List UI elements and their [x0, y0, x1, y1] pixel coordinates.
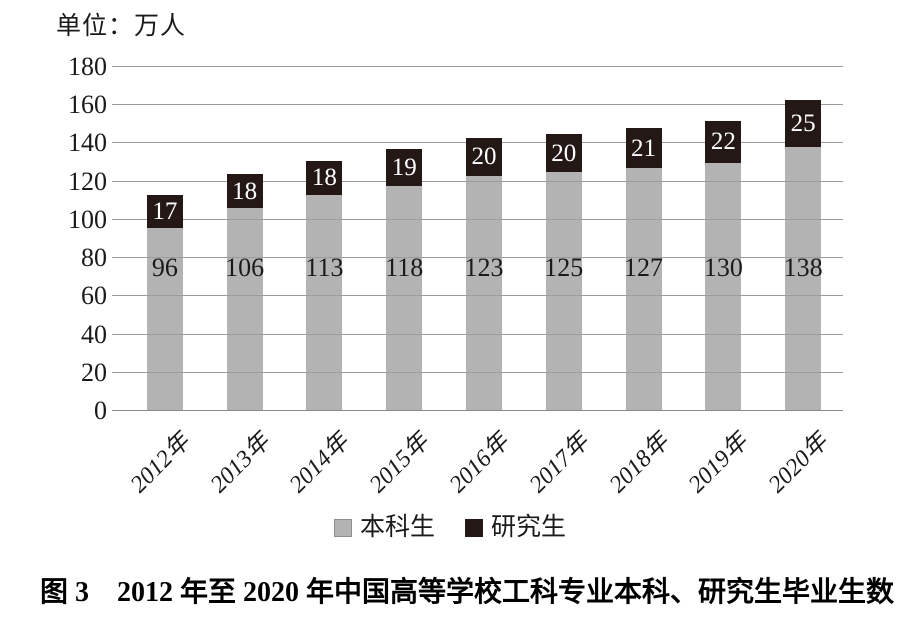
bar-value-label-undergraduates-2012: 96	[151, 253, 178, 282]
bar-segment-undergraduates-2014	[306, 195, 343, 411]
legend-swatch-graduates	[465, 518, 483, 537]
x-axis-label-2016: 2016年	[444, 428, 515, 498]
y-axis-tick-label-0: 0	[94, 396, 107, 425]
x-axis-label-2013: 2013年	[205, 428, 275, 498]
y-axis-tick-label-180: 180	[68, 52, 107, 81]
bar-segment-undergraduates-2015	[386, 185, 423, 411]
x-axis-line	[112, 410, 843, 411]
bar-value-label-undergraduates-2019: 130	[703, 253, 743, 282]
bar-group-2016: 20 123 2016年	[444, 67, 524, 498]
gridline-120	[112, 180, 843, 182]
bar-segment-graduates-2016: 20	[465, 137, 502, 176]
bar-value-label-graduates-2015: 19	[391, 153, 417, 181]
bar-segment-undergraduates-2019	[705, 162, 742, 411]
bar-segment-undergraduates-2016	[465, 175, 502, 411]
bar-value-label-graduates-2012: 17	[152, 197, 178, 225]
y-axis-tick-label-100: 100	[68, 204, 107, 234]
bar-segment-graduates-2018: 21	[625, 128, 662, 169]
bar-segment-graduates-2014: 18	[306, 160, 343, 196]
bar-value-label-undergraduates-2015: 118	[385, 253, 424, 282]
bar-value-label-undergraduates-2017: 125	[544, 253, 584, 282]
gridline-180	[112, 66, 843, 67]
bar-segment-undergraduates-2018	[625, 168, 662, 411]
x-axis-label-2018: 2018年	[604, 428, 674, 498]
bar-group-2013: 18 106 2013年	[205, 67, 285, 498]
bar-group-2017: 20 125 2017年	[524, 67, 604, 498]
y-axis-tick-label-160: 160	[68, 90, 107, 120]
bar-segment-undergraduates-2020	[785, 147, 822, 411]
y-axis-tick-label-80: 80	[81, 243, 107, 273]
plot-area: 0 20 40 60 80 100 120 140 160 180 17 96 2012年 18 106 20…	[68, 54, 843, 498]
bar-value-label-graduates-2014: 18	[311, 164, 337, 192]
bar-segment-graduates-2013: 18	[226, 174, 263, 209]
bar-segment-graduates-2019: 22	[705, 120, 742, 163]
bar-segment-graduates-2020: 25	[785, 99, 822, 148]
bar-group-2019: 22 130 2019年	[683, 67, 763, 498]
bar-value-label-graduates-2013: 18	[232, 177, 258, 205]
bar-segment-graduates-2015: 19	[386, 149, 423, 186]
y-axis-tick-label-60: 60	[81, 281, 107, 311]
legend-label-undergraduates: 本科生	[359, 514, 435, 541]
gridline-160	[112, 104, 843, 106]
y-axis-unit-label: 单位：万人	[56, 13, 187, 40]
bar-group-2014: 18 113 2014年	[285, 67, 365, 498]
bar-segment-undergraduates-2017	[545, 172, 582, 411]
bar-value-label-graduates-2018: 21	[631, 134, 657, 162]
x-axis-label-2019: 2019年	[684, 428, 754, 498]
legend-label-graduates: 研究生	[491, 514, 567, 541]
bar-value-label-undergraduates-2013: 106	[225, 253, 265, 282]
gridline-100	[112, 218, 843, 220]
bar-value-label-undergraduates-2016: 123	[464, 253, 504, 282]
bar-value-label-undergraduates-2018: 127	[624, 253, 664, 282]
x-axis-label-2020: 2020年	[763, 428, 834, 498]
x-axis-label-2015: 2015年	[364, 428, 435, 498]
bar-value-label-graduates-2019: 22	[710, 128, 736, 156]
y-axis-tick-label-40: 40	[81, 319, 107, 349]
bar-group-2015: 19 118 2015年	[364, 67, 444, 498]
bar-value-label-graduates-2016: 20	[471, 143, 497, 171]
y-axis-tick-label-120: 120	[68, 166, 107, 196]
bar-group-2018: 21 127 2018年	[604, 67, 684, 498]
x-axis-label-2017: 2017年	[524, 428, 594, 498]
bar-value-label-graduates-2017: 20	[551, 139, 577, 167]
bar-group-2020: 25 138 2020年	[763, 67, 843, 498]
bar-value-label-graduates-2020: 25	[790, 109, 816, 137]
x-axis-label-2014: 2014年	[285, 428, 355, 498]
legend-swatch-undergraduates	[333, 518, 352, 537]
y-axis-tick-label-140: 140	[68, 128, 107, 158]
bar-group-2012: 17 96 2012年	[125, 67, 205, 498]
legend-item-undergraduates: 本科生	[333, 514, 435, 541]
gridline-80	[112, 257, 843, 259]
bar-value-label-undergraduates-2014: 113	[305, 253, 344, 282]
gridline-20	[112, 371, 843, 373]
bar-value-label-undergraduates-2020: 138	[783, 253, 823, 282]
gridline-40	[112, 333, 843, 335]
bar-segment-graduates-2012: 17	[146, 195, 183, 228]
chart-legend: 本科生 研究生	[0, 515, 900, 540]
x-axis-label-2012: 2012年	[125, 428, 195, 498]
y-axis-tick-label-20: 20	[81, 357, 107, 387]
gridline-60	[112, 295, 843, 297]
figure-caption: 图 3 2012 年至 2020 年中国高等学校工科专业本科、研究生毕业生数	[40, 577, 895, 608]
bar-segment-undergraduates-2013	[226, 208, 263, 411]
legend-item-graduates: 研究生	[465, 515, 566, 540]
bar-segment-graduates-2017: 20	[545, 133, 582, 173]
